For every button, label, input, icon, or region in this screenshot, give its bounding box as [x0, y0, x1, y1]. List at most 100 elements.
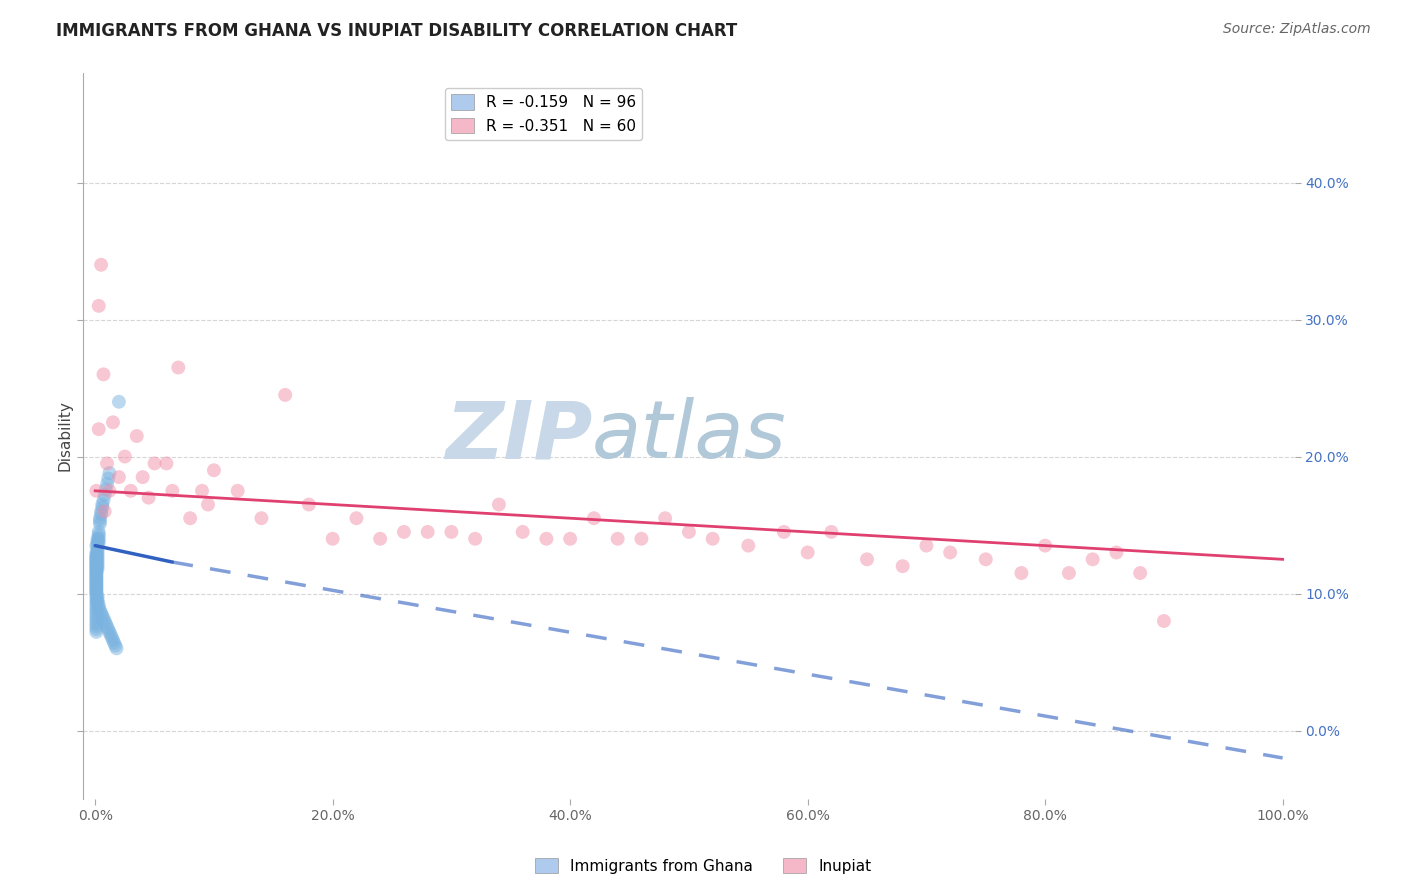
Point [86, 590, 108, 604]
Point [1105, 545, 1128, 559]
Point [1153, 614, 1175, 628]
Point [298, 498, 321, 512]
Point [86, 577, 108, 591]
Point [86, 534, 108, 549]
Point [344, 511, 367, 525]
Point [891, 559, 914, 574]
Point [536, 532, 558, 546]
Point [103, 636, 125, 650]
Point [86, 592, 108, 607]
Point [416, 524, 439, 539]
Point [104, 639, 127, 653]
Point [322, 532, 344, 546]
Point [87, 600, 110, 615]
Point [89, 514, 111, 528]
Point [560, 532, 582, 546]
Point [93, 614, 115, 628]
Point [86, 548, 108, 562]
Point [87, 530, 110, 544]
Point [89, 511, 111, 525]
Point [108, 394, 131, 409]
Point [86, 545, 108, 559]
Point [796, 545, 818, 559]
Point [606, 532, 628, 546]
Point [86, 570, 108, 584]
Point [90, 504, 112, 518]
Text: ZIP: ZIP [444, 397, 592, 475]
Point [86, 545, 108, 559]
Text: atlas: atlas [592, 397, 787, 475]
Point [86, 565, 108, 579]
Point [86, 562, 108, 576]
Point [97, 622, 120, 636]
Point [90, 258, 112, 272]
Point [464, 532, 486, 546]
Point [86, 566, 108, 580]
Point [86, 560, 108, 574]
Point [167, 360, 190, 375]
Point [91, 608, 114, 623]
Point [86, 555, 108, 569]
Point [138, 491, 160, 505]
Point [87, 299, 110, 313]
Point [915, 539, 938, 553]
Point [86, 548, 108, 562]
Point [702, 532, 724, 546]
Point [97, 471, 120, 485]
Point [86, 606, 108, 620]
Point [101, 415, 124, 429]
Point [1057, 566, 1080, 580]
Point [86, 549, 108, 564]
Point [773, 524, 796, 539]
Point [93, 488, 115, 502]
Point [86, 568, 108, 582]
Point [191, 483, 214, 498]
Point [654, 511, 676, 525]
Point [86, 585, 108, 599]
Point [94, 483, 117, 497]
Point [86, 537, 108, 551]
Point [86, 603, 108, 617]
Point [94, 616, 117, 631]
Point [86, 573, 108, 587]
Point [86, 600, 108, 615]
Point [86, 557, 108, 571]
Point [96, 477, 118, 491]
Point [86, 578, 108, 592]
Point [86, 586, 108, 600]
Point [114, 450, 136, 464]
Point [86, 551, 108, 566]
Point [86, 539, 108, 553]
Point [101, 631, 124, 645]
Point [125, 429, 148, 443]
Point [856, 552, 879, 566]
Point [86, 590, 108, 604]
Point [274, 388, 297, 402]
Point [86, 575, 108, 590]
Point [86, 580, 108, 594]
Point [86, 598, 108, 612]
Point [86, 557, 108, 571]
Point [87, 422, 110, 436]
Point [1010, 566, 1032, 580]
Point [86, 624, 108, 639]
Point [90, 507, 112, 521]
Point [86, 592, 108, 607]
Point [98, 483, 121, 498]
Point [86, 616, 108, 631]
Point [86, 572, 108, 586]
Point [820, 524, 842, 539]
Point [737, 539, 759, 553]
Point [96, 619, 118, 633]
Point [86, 540, 108, 554]
Point [162, 483, 184, 498]
Point [87, 524, 110, 539]
Point [131, 470, 153, 484]
Point [86, 552, 108, 566]
Point [86, 554, 108, 568]
Point [1081, 552, 1104, 566]
Point [1033, 539, 1056, 553]
Point [98, 624, 121, 639]
Point [105, 641, 128, 656]
Point [939, 545, 962, 559]
